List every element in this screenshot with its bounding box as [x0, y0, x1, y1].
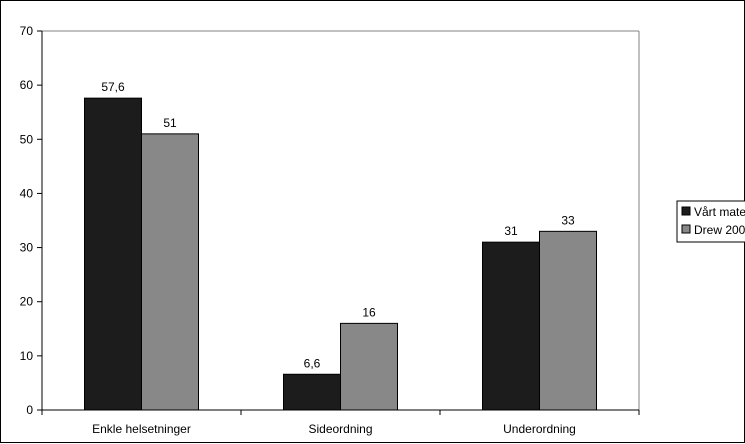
data-label: 31 — [504, 224, 518, 238]
legend-label: Drew 2003 — [694, 223, 745, 237]
y-tick-label: 20 — [20, 295, 34, 309]
y-tick-label: 10 — [20, 349, 34, 363]
data-label: 51 — [163, 116, 177, 130]
bar — [340, 322, 398, 411]
category-label: Sideordning — [308, 422, 372, 436]
plot-area: 0 10 20 30 40 50 60 70 57,6 51 Enkle helsetninger 6… — [20, 24, 640, 436]
data-label: 33 — [561, 213, 575, 227]
data-label: 16 — [362, 305, 376, 319]
bar — [283, 373, 341, 411]
data-label: 57,6 — [101, 80, 125, 94]
y-tick-label: 50 — [20, 132, 34, 146]
bar — [482, 241, 540, 411]
y-tick-label: 0 — [26, 403, 33, 417]
bar — [539, 230, 597, 411]
data-label: 6,6 — [304, 356, 321, 370]
bar — [141, 133, 199, 411]
bar — [84, 97, 142, 411]
legend-label: Vårt materiale — [694, 205, 745, 219]
y-tick-label: 30 — [20, 241, 34, 255]
legend: Vårt materiale Drew 2003 — [676, 200, 745, 243]
y-tick-label: 70 — [20, 24, 34, 38]
category-label: Underordning — [503, 422, 576, 436]
y-tick-label: 40 — [20, 186, 34, 200]
legend-swatch — [681, 224, 691, 234]
category-label: Enkle helsetninger — [92, 422, 191, 436]
y-tick-label: 60 — [20, 78, 34, 92]
legend-swatch — [681, 206, 691, 216]
